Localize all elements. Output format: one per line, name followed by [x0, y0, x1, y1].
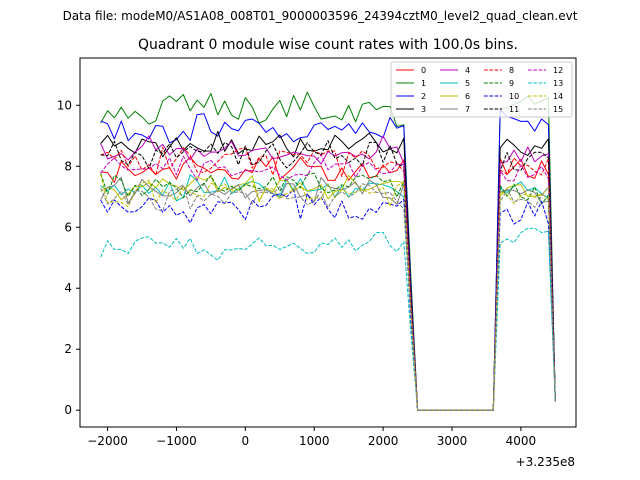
y-tick-label: 0 [64, 403, 72, 417]
legend-label-1: 1 [421, 79, 426, 88]
legend-label-11: 11 [509, 105, 519, 114]
y-tick-label: 6 [64, 220, 72, 234]
y-tick-label: 2 [64, 342, 72, 356]
legend-label-2: 2 [421, 92, 426, 101]
x-tick-label: 1000 [299, 434, 330, 448]
legend-label-4: 4 [465, 66, 470, 75]
legend-label-8: 8 [509, 66, 514, 75]
legend-label-6: 6 [465, 92, 470, 101]
series-line-7 [100, 176, 556, 411]
series-line-13 [100, 227, 556, 411]
legend-label-13: 13 [553, 79, 563, 88]
x-offset-label: +3.235e8 [516, 455, 575, 469]
x-tick-label: −2000 [87, 434, 128, 448]
series-line-11 [100, 140, 556, 411]
chart-title: Quadrant 0 module wise count rates with … [138, 37, 518, 53]
legend-label-7: 7 [465, 105, 470, 114]
x-tick-label: 4000 [506, 434, 537, 448]
x-tick-label: 0 [242, 434, 250, 448]
y-tick-label: 8 [64, 159, 72, 173]
legend-label-3: 3 [421, 105, 426, 114]
y-tick-label: 10 [57, 98, 72, 112]
series-line-3 [100, 130, 556, 411]
series-line-4 [100, 135, 556, 411]
series-line-8 [100, 146, 556, 411]
series-line-14 [100, 174, 556, 411]
x-tick-label: 2000 [368, 434, 399, 448]
axes-frame [79, 57, 577, 428]
series-line-10 [100, 188, 556, 411]
legend-label-5: 5 [465, 79, 470, 88]
x-tick-label: −1000 [156, 434, 197, 448]
legend-label-10: 10 [509, 92, 519, 101]
series-line-9 [100, 172, 556, 411]
legend-box [390, 61, 573, 118]
plot-area: −2000 −1000 0 1000 2000 3000 40000246810012345… [57, 57, 577, 448]
legend-label-14: 14 [553, 92, 563, 101]
legend-label-0: 0 [421, 66, 426, 75]
suptitle: Data file: modeM0/AS1A08_008T01_90000035… [63, 9, 578, 23]
legend-label-12: 12 [553, 66, 563, 75]
x-tick-label: 3000 [437, 434, 468, 448]
y-tick-label: 4 [64, 281, 72, 295]
legend-label-15: 15 [553, 105, 563, 114]
series-line-5 [100, 174, 556, 411]
legend-label-9: 9 [509, 79, 514, 88]
series-line-15 [100, 183, 556, 411]
series-line-6 [100, 174, 556, 411]
